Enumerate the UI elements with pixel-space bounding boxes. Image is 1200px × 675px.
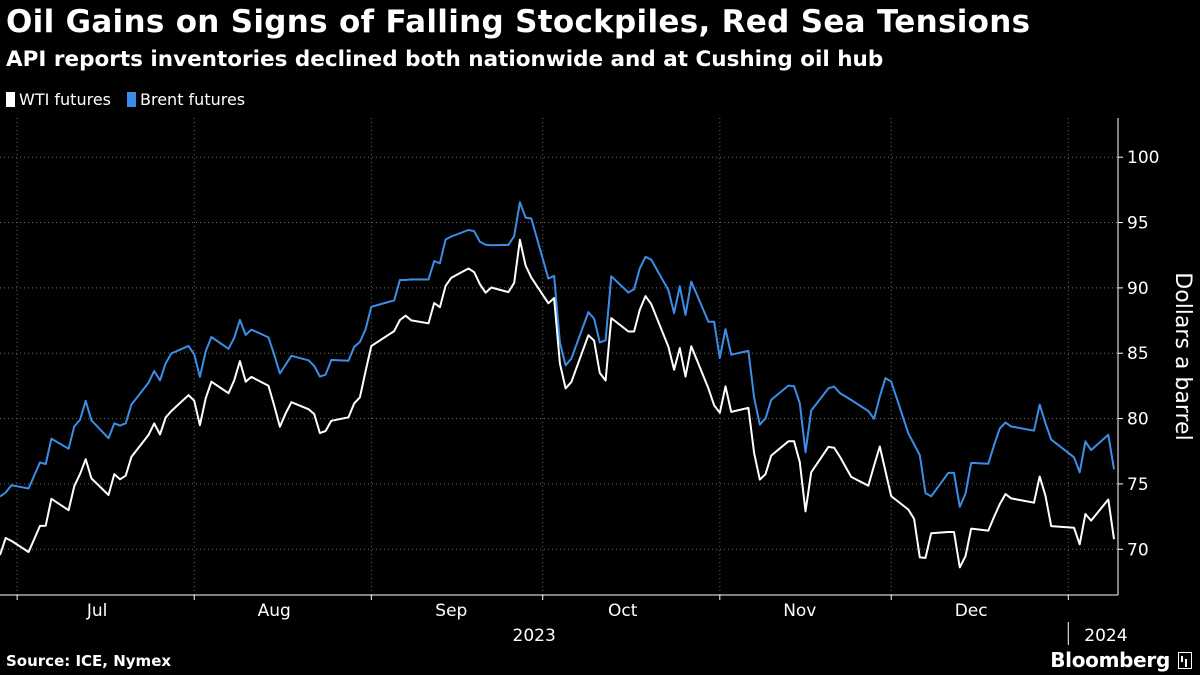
legend-swatch-brent xyxy=(127,92,136,107)
legend-swatch-wti xyxy=(6,92,15,107)
brand: Bloomberg xyxy=(1050,648,1192,672)
chart-title: Oil Gains on Signs of Falling Stockpiles… xyxy=(6,4,1031,40)
y-tick-label-90: 90 xyxy=(1127,279,1149,299)
y-ticks: 70 75 80 85 90 95 100 xyxy=(1118,148,1159,560)
year-label-2023: 2023 xyxy=(513,626,556,646)
y-tick-label-100: 100 xyxy=(1127,148,1159,168)
year-label-2024: 2024 xyxy=(1084,626,1127,646)
legend-label-wti: WTI futures xyxy=(19,90,111,109)
x-tick-label-oct: Oct xyxy=(608,601,638,621)
x-tick-label-aug: Aug xyxy=(258,601,291,621)
legend-item-wti: WTI futures xyxy=(6,90,111,109)
series-line-brent xyxy=(0,201,1115,508)
series-line-wti xyxy=(0,238,1115,569)
x-tick-labels: Jul Aug Sep Oct Nov Dec xyxy=(16,595,1069,621)
axes xyxy=(0,118,1119,596)
x-tick-label-dec: Dec xyxy=(955,601,988,621)
legend-item-brent: Brent futures xyxy=(127,90,245,109)
y-tick-label-95: 95 xyxy=(1127,214,1149,234)
y-tick-label-85: 85 xyxy=(1127,344,1149,364)
y-tick-label-80: 80 xyxy=(1127,410,1149,430)
brand-name: Bloomberg xyxy=(1050,648,1170,672)
x-tick-label-jul: Jul xyxy=(86,601,108,621)
bloomberg-chart-icon xyxy=(1178,651,1192,669)
y-tick-label-75: 75 xyxy=(1127,475,1149,495)
chart-subtitle: API reports inventories declined both na… xyxy=(6,47,884,72)
x-tick-label-nov: Nov xyxy=(783,601,816,621)
legend-label-brent: Brent futures xyxy=(140,90,246,109)
y-axis-label: Dollars a barrel xyxy=(1170,272,1195,440)
chart-legend: WTI futures Brent futures xyxy=(6,90,261,109)
source-note: Source: ICE, Nymex xyxy=(6,652,172,670)
x-tick-label-sep: Sep xyxy=(435,601,467,621)
y-tick-label-70: 70 xyxy=(1127,540,1149,560)
